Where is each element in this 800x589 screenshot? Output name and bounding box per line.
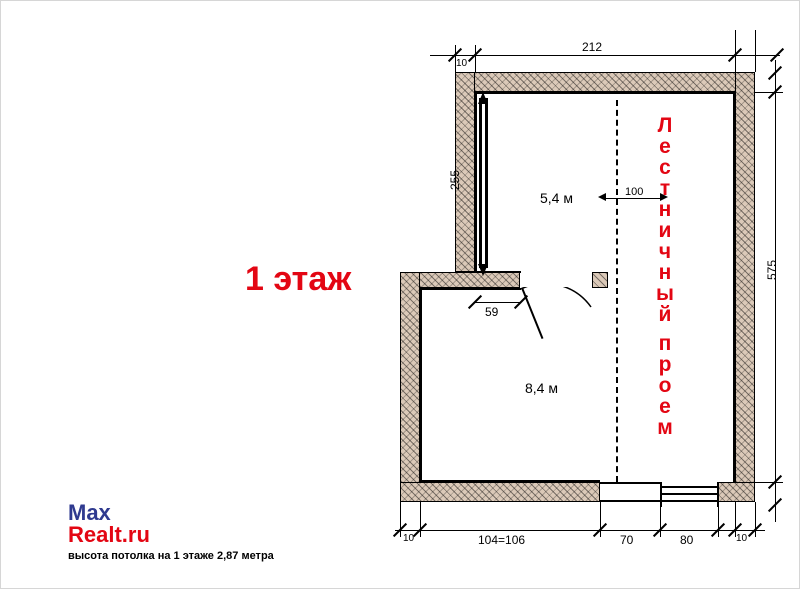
dim-right-ext-t (768, 66, 782, 80)
footer-caption: высота потолка на 1 этаже 2,87 метра (68, 550, 274, 562)
inner-outline-partition-bottom (420, 288, 521, 290)
dim-bottom-104: 104=106 (478, 533, 525, 547)
arrow-255-shaft-a (479, 98, 482, 268)
dim-59-text: 59 (485, 305, 498, 319)
room-lower-area: 8,4 м (525, 380, 558, 396)
step-1 (660, 486, 718, 488)
step-2 (660, 493, 718, 495)
dim-bottom-80: 80 (680, 533, 693, 547)
dim-bottom-70: 70 (620, 533, 633, 547)
wall-bottom-right (718, 482, 755, 502)
dim-top-line (475, 55, 735, 56)
dim-top-ext-r-tick (770, 48, 784, 62)
wit-top-l (475, 45, 476, 72)
inner-outline-upper-left (475, 92, 477, 273)
arrow-255-shaft-b (485, 98, 488, 268)
dim-100-arr-l (598, 193, 606, 201)
dim-right-ext-b (768, 498, 782, 512)
arrow-255-head-up (478, 92, 488, 104)
inner-outline-bottom-left (420, 480, 600, 482)
step-3 (660, 500, 718, 502)
bt-2 (413, 523, 427, 537)
wall-partition-right-stub (592, 272, 608, 288)
wall-lower-left (400, 272, 420, 502)
wit-right-t (755, 92, 783, 93)
dim-bottom-10-r: 10 (736, 533, 747, 544)
wit-top-r (735, 30, 736, 72)
dim-top-left-10: 10 (456, 58, 467, 69)
wit-top-r2 (755, 30, 756, 72)
dim-59-tick-l (468, 295, 482, 309)
bt-3 (593, 523, 607, 537)
dim-right-text: 575 (765, 260, 779, 280)
dim-bottom-line (395, 530, 765, 531)
dim-bottom-10-l: 10 (403, 533, 414, 544)
dim-100-text: 100 (625, 186, 643, 198)
dim-right-line (775, 92, 776, 482)
inner-outline-top (475, 92, 735, 94)
logo-line-2: Realt.ru (68, 522, 150, 548)
wall-top (455, 72, 755, 92)
dim-255-text: 255 (448, 170, 462, 190)
wit-right-b (755, 482, 783, 483)
entry-threshold-front (600, 500, 660, 502)
bt-7 (748, 523, 762, 537)
bt-4 (653, 523, 667, 537)
bt-5 (711, 523, 725, 537)
wall-bottom-left (400, 482, 600, 502)
wall-right (735, 72, 755, 502)
entry-threshold (600, 482, 660, 484)
dim-59-tick-r (514, 295, 528, 309)
stairwell-label: Лестничныйпроем (655, 115, 675, 438)
dim-top-text: 212 (582, 40, 602, 54)
dim-100-line (603, 198, 663, 199)
inner-outline-right (733, 92, 735, 482)
floor-title: 1 этаж (245, 260, 351, 299)
step-side-r (717, 482, 719, 507)
room-upper-area: 5,4 м (540, 190, 573, 206)
inner-outline-lower-left (420, 288, 422, 482)
wit-top-l2 (455, 45, 456, 72)
arrow-255-head-down (478, 264, 488, 276)
stairwell-dashed-line (616, 100, 618, 482)
step-side-l (660, 482, 662, 507)
door-arc (519, 287, 599, 347)
